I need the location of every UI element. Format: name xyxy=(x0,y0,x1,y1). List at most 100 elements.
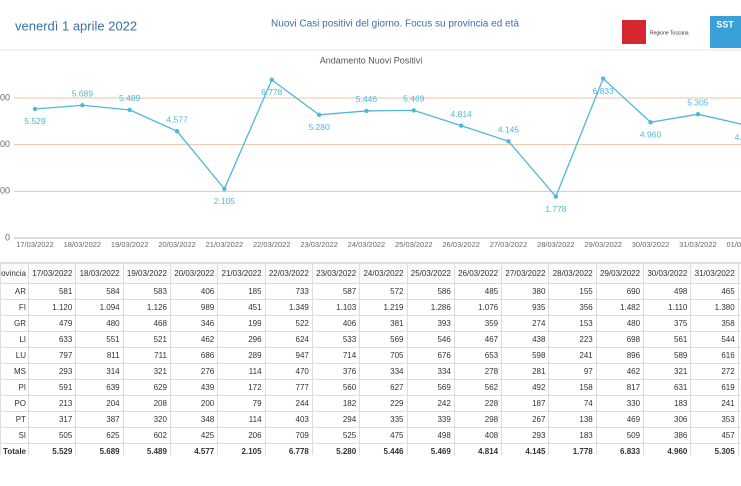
header-cell: 24/03/2022 xyxy=(359,263,408,284)
chart-title: Andamento Nuovi Positivi xyxy=(320,55,423,65)
cell: 631 xyxy=(643,379,692,396)
cell: 1.286 xyxy=(406,299,455,316)
x-tick-label: 31/03/2022 xyxy=(679,240,717,249)
cell: 204 xyxy=(75,395,124,412)
cell: 272 xyxy=(690,363,739,380)
logo-mark xyxy=(622,20,646,44)
cell: 676 xyxy=(406,347,455,364)
cell: 5.469 xyxy=(406,443,455,455)
row: SI 505 625 602 425 206 709 525 475 498 408 293 183 50… xyxy=(0,427,741,444)
cell: 353 xyxy=(690,411,739,428)
cell: 406 xyxy=(311,315,361,332)
cell: 569 xyxy=(406,379,455,396)
cell: 185 xyxy=(217,283,266,300)
cell: LI xyxy=(0,331,29,348)
header-cell: 29/03/2022 xyxy=(595,263,645,284)
value-label: 6.833 xyxy=(593,86,615,96)
cell: 114 xyxy=(217,363,266,380)
cell: 321 xyxy=(122,363,171,380)
cell: 451 xyxy=(217,299,266,316)
cell: 335 xyxy=(359,411,408,428)
cell: 317 xyxy=(27,411,77,428)
cell: 598 xyxy=(501,347,550,364)
cell: 587 xyxy=(311,283,361,300)
cell: 244 xyxy=(264,395,313,412)
cell: FI xyxy=(0,299,29,316)
cell: 199 xyxy=(217,315,266,332)
cell: 498 xyxy=(643,283,692,300)
cell: 811 xyxy=(75,347,124,364)
cell: 223 xyxy=(548,331,597,348)
cell: PO xyxy=(0,395,29,412)
cell: 97 xyxy=(548,363,597,380)
header-row: Provincia17/03/202218/03/202219/03/20222… xyxy=(0,263,741,284)
header-cell: 18/03/2022 xyxy=(75,263,124,284)
value-label: 4.145 xyxy=(498,125,520,135)
cell: 314 xyxy=(75,363,124,380)
cell: 183 xyxy=(548,427,597,444)
point xyxy=(648,120,653,125)
header-cell: Provincia xyxy=(0,263,29,284)
cell: 183 xyxy=(643,395,692,412)
cell: 172 xyxy=(217,379,266,396)
header-bg xyxy=(0,0,741,48)
cell: 589 xyxy=(643,347,692,364)
cell: 733 xyxy=(264,283,313,300)
cell: 5.489 xyxy=(122,443,171,455)
cell: 629 xyxy=(122,379,171,396)
cell: 356 xyxy=(548,299,597,316)
cell: 200 xyxy=(169,395,219,412)
value-label: 6.778 xyxy=(261,87,283,97)
cell: 583 xyxy=(122,283,171,300)
cell: SI xyxy=(0,427,29,444)
y-tick-label: 0 xyxy=(5,232,10,242)
cell: 1.349 xyxy=(264,299,313,316)
cell: 242 xyxy=(406,395,455,412)
header-cell: 27/03/2022 xyxy=(501,263,550,284)
cell: 334 xyxy=(406,363,455,380)
cell: 1.380 xyxy=(690,299,739,316)
value-label: 5.305 xyxy=(687,97,709,107)
x-tick-label: 18/03/2022 xyxy=(64,240,102,249)
cell: 705 xyxy=(359,347,408,364)
point xyxy=(411,108,416,113)
header-cell: 26/03/2022 xyxy=(453,263,503,284)
cell: 469 xyxy=(595,411,645,428)
row: PI 591 639 629 439 172 777 560 627 569 562 492 158 81… xyxy=(0,379,741,396)
point xyxy=(506,139,511,144)
cell: 298 xyxy=(453,411,503,428)
cell: 281 xyxy=(501,363,550,380)
logo2-text: SST xyxy=(716,19,734,29)
cell: 935 xyxy=(501,299,550,316)
cell: 74 xyxy=(548,395,597,412)
logo2-mark xyxy=(710,16,741,48)
cell: 639 xyxy=(75,379,124,396)
value-label: 5.689 xyxy=(72,89,94,99)
cell: 896 xyxy=(595,347,645,364)
cell: 509 xyxy=(595,427,645,444)
table: Provincia17/03/202218/03/202219/03/20222… xyxy=(0,263,741,455)
cell: PI xyxy=(0,379,29,396)
cell: 5.305 xyxy=(690,443,739,455)
cell: 408 xyxy=(453,427,503,444)
cell: 624 xyxy=(264,331,313,348)
row: LU 797 811 711 686 289 947 714 705 676 653 598 241 89… xyxy=(0,347,741,364)
cell: 462 xyxy=(169,331,219,348)
cell: 267 xyxy=(501,411,550,428)
cell: 533 xyxy=(311,331,361,348)
cell: 1.094 xyxy=(75,299,124,316)
table-box: Provincia17/03/202218/03/202219/03/20222… xyxy=(0,262,741,455)
cell: 5.446 xyxy=(359,443,408,455)
header-cell: 31/03/2022 xyxy=(690,263,739,284)
x-tick-label: 24/03/2022 xyxy=(348,240,386,249)
header-cell: 30/03/2022 xyxy=(643,263,692,284)
cell: 5.689 xyxy=(75,443,124,455)
cell: 947 xyxy=(264,347,313,364)
cell: 572 xyxy=(359,283,408,300)
cell: 208 xyxy=(122,395,171,412)
cell: 358 xyxy=(690,315,739,332)
cell: 480 xyxy=(75,315,124,332)
cell: 2.105 xyxy=(217,443,266,455)
cell: 797 xyxy=(27,347,77,364)
cell: 348 xyxy=(169,411,219,428)
